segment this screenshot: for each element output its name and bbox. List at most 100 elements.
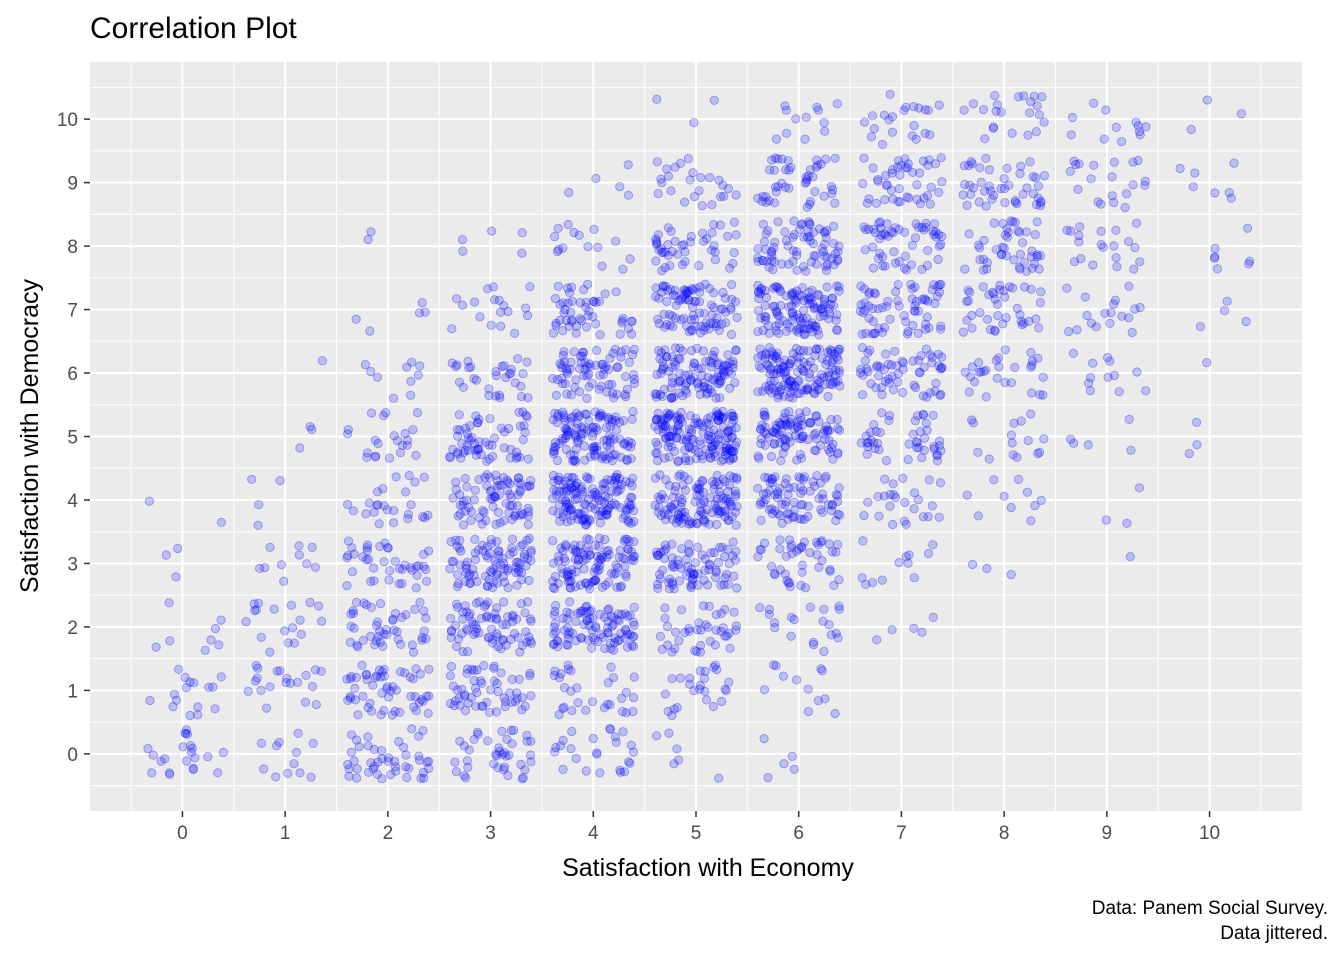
scatter-point <box>969 183 979 193</box>
scatter-point <box>474 512 484 523</box>
scatter-point <box>369 744 379 755</box>
scatter-point <box>526 475 536 486</box>
scatter-point <box>560 415 570 426</box>
scatter-point <box>403 509 413 519</box>
scatter-point <box>258 764 269 774</box>
scatter-point <box>786 301 797 311</box>
scatter-point <box>672 744 682 754</box>
scatter-point <box>731 345 741 355</box>
scatter-point <box>757 420 767 430</box>
scatter-point <box>594 533 605 543</box>
scatter-point <box>243 686 253 697</box>
scatter-point <box>394 579 404 589</box>
scatter-point <box>469 665 479 676</box>
scatter-point <box>759 410 769 420</box>
scatter-point <box>781 105 791 115</box>
scatter-point <box>473 417 483 428</box>
scatter-point <box>618 513 628 524</box>
scatter-point <box>352 764 362 774</box>
scatter-point <box>525 282 535 292</box>
scatter-point <box>311 699 321 710</box>
scatter-point <box>980 134 990 144</box>
scatter-point <box>814 562 824 573</box>
scatter-point <box>458 496 468 507</box>
scatter-point <box>692 343 702 353</box>
scatter-point <box>1236 109 1247 119</box>
scatter-point <box>451 361 461 372</box>
scatter-point <box>474 444 484 454</box>
scatter-point <box>791 325 802 336</box>
scatter-point <box>811 259 822 269</box>
scatter-point <box>587 577 597 587</box>
scatter-point <box>796 416 806 426</box>
scatter-point <box>609 613 619 623</box>
scatter-point <box>875 427 885 438</box>
scatter-point <box>683 154 694 164</box>
scatter-point <box>402 440 412 450</box>
scatter-point <box>616 628 626 638</box>
scatter-point <box>493 546 504 557</box>
scatter-point <box>458 647 468 657</box>
scatter-point <box>387 710 398 720</box>
scatter-point <box>832 256 842 266</box>
scatter-point <box>445 452 455 462</box>
scatter-point <box>629 631 639 641</box>
scatter-point <box>670 360 680 370</box>
scatter-point <box>612 389 622 399</box>
scatter-point <box>517 575 527 585</box>
scatter-point <box>859 284 870 294</box>
scatter-point <box>819 118 829 128</box>
scatter-point <box>789 216 799 226</box>
scatter-point <box>895 170 905 180</box>
scatter-point <box>410 692 420 702</box>
scatter-point <box>417 297 427 308</box>
scatter-point <box>653 583 663 594</box>
scatter-point <box>910 416 921 426</box>
scatter-point <box>556 668 566 679</box>
scatter-point <box>904 550 914 560</box>
scatter-point <box>550 583 560 594</box>
scatter-point <box>579 619 589 630</box>
scatter-point <box>295 615 305 625</box>
scatter-point <box>446 625 457 636</box>
scatter-point <box>549 629 559 639</box>
scatter-point <box>350 683 360 694</box>
scatter-point <box>592 551 602 561</box>
scatter-point <box>482 542 492 552</box>
scatter-point <box>769 301 780 311</box>
scatter-point <box>932 291 942 301</box>
scatter-point <box>799 472 810 482</box>
scatter-point <box>1109 157 1119 167</box>
scatter-point <box>919 362 929 372</box>
scatter-point <box>1141 386 1151 396</box>
scatter-point <box>882 180 892 190</box>
scatter-point <box>571 567 581 577</box>
scatter-point <box>448 493 458 503</box>
scatter-point <box>415 361 425 371</box>
scatter-point <box>385 566 395 576</box>
scatter-point <box>453 602 463 613</box>
scatter-point <box>1018 91 1029 101</box>
scatter-point <box>548 639 559 650</box>
scatter-point <box>188 764 198 775</box>
scatter-point <box>1009 255 1019 265</box>
scatter-point <box>673 456 683 467</box>
scatter-point <box>659 494 670 504</box>
scatter-point <box>660 613 670 623</box>
scatter-point <box>420 307 430 317</box>
scatter-point <box>910 382 921 393</box>
scatter-point <box>144 496 154 506</box>
caption-note: Data jittered. <box>1220 923 1328 944</box>
scatter-point <box>487 624 497 634</box>
scatter-point <box>834 282 844 292</box>
scatter-point <box>494 743 504 753</box>
scatter-point <box>472 665 482 675</box>
scatter-point <box>459 691 469 701</box>
scatter-point <box>553 578 563 588</box>
scatter-point <box>499 597 509 607</box>
scatter-point <box>342 553 352 563</box>
scatter-point <box>465 569 475 579</box>
scatter-point <box>731 230 741 240</box>
scatter-point <box>904 193 914 203</box>
scatter-point <box>476 450 486 460</box>
